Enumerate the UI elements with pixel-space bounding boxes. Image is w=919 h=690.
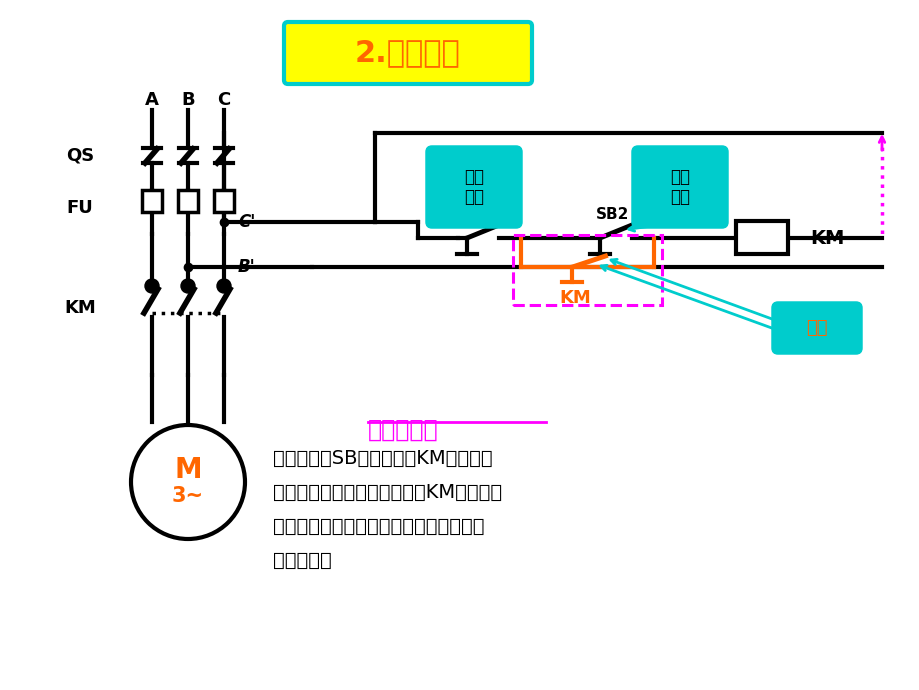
Bar: [735, 221, 788, 254]
FancyBboxPatch shape: [632, 147, 726, 227]
Text: B': B': [238, 258, 255, 276]
Text: C: C: [217, 91, 231, 109]
Text: 自锁的作用: 自锁的作用: [368, 418, 438, 442]
Text: KM: KM: [559, 289, 591, 307]
Text: 连续运转。: 连续运转。: [273, 551, 332, 569]
Text: C': C': [238, 213, 255, 231]
Text: KM: KM: [64, 299, 96, 317]
Text: 起动
按鈕: 起动 按鈕: [669, 168, 689, 206]
Circle shape: [217, 279, 231, 293]
Text: KM: KM: [809, 228, 844, 248]
Text: M: M: [174, 456, 201, 484]
Text: 电机起动；同时，辅助触头（KM）闭合，: 电机起动；同时，辅助触头（KM）闭合，: [273, 482, 502, 502]
Bar: [177, 190, 198, 212]
Circle shape: [130, 425, 244, 539]
FancyBboxPatch shape: [284, 22, 531, 84]
FancyBboxPatch shape: [772, 303, 860, 353]
Text: FU: FU: [66, 199, 93, 217]
Text: 按下按鈕（SB），线圈（KM）通电，: 按下按鈕（SB），线圈（KM）通电，: [273, 448, 492, 468]
Bar: [142, 190, 162, 212]
Text: 3~: 3~: [172, 486, 204, 506]
Text: 自锁: 自锁: [805, 319, 827, 337]
Text: QS: QS: [66, 146, 94, 164]
Text: 2.连续运行: 2.连续运行: [355, 39, 460, 68]
Text: SB1: SB1: [460, 206, 494, 221]
Circle shape: [181, 279, 195, 293]
Text: 即使按鈕松开，线圈保持通电状态，电机: 即使按鈕松开，线圈保持通电状态，电机: [273, 517, 484, 535]
Text: SB2: SB2: [596, 206, 629, 221]
Bar: [214, 190, 233, 212]
FancyBboxPatch shape: [426, 147, 520, 227]
Text: 停车
按鈕: 停车 按鈕: [463, 168, 483, 206]
Text: A: A: [145, 91, 159, 109]
Text: B: B: [181, 91, 195, 109]
Circle shape: [145, 279, 159, 293]
